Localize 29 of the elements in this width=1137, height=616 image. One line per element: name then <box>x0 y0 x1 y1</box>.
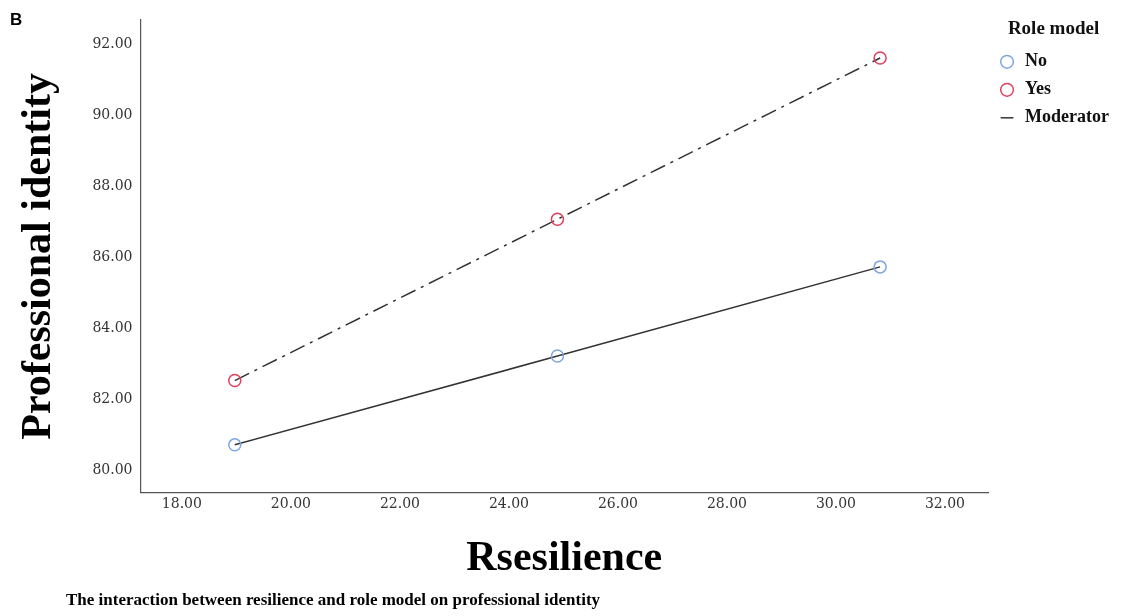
y-tick-label: 88.00 <box>92 176 133 193</box>
text: B <box>10 10 23 30</box>
x-tick-label: 32.00 <box>924 494 966 511</box>
x-tick-label: 30.00 <box>815 494 857 511</box>
y-tick-label: 86.00 <box>92 247 133 264</box>
point <box>873 260 887 274</box>
legend-label: Yes <box>1025 78 1052 99</box>
legend-label: Moderator <box>1025 106 1110 127</box>
y-tick-label: 92.00 <box>92 34 133 51</box>
x-tick-label: 24.00 <box>488 494 529 511</box>
point <box>228 438 242 452</box>
x-tick-label: 18.00 <box>161 494 202 511</box>
point <box>550 349 565 363</box>
y-tick-label: 84.00 <box>92 318 133 335</box>
y-tick-label: 82.00 <box>92 390 133 407</box>
legend-title: Role model <box>1007 17 1100 39</box>
point <box>228 373 242 388</box>
point <box>550 212 565 227</box>
point <box>873 51 887 65</box>
x-tick-label: 22.00 <box>379 494 420 511</box>
x-tick-label: 20.00 <box>270 494 311 511</box>
x-axis-title: Rsesilience <box>466 532 663 579</box>
y-axis-title: Professional identity <box>13 73 60 440</box>
x-tick-label: 28.00 <box>706 494 747 511</box>
x-tick-label: 26.00 <box>597 494 638 511</box>
y-tick-label: 80.00 <box>92 461 133 478</box>
legend-label: No <box>1025 50 1048 71</box>
text: The interaction between resilience and role model on professional identity <box>66 590 601 610</box>
y-tick-label: 90.00 <box>92 105 133 122</box>
